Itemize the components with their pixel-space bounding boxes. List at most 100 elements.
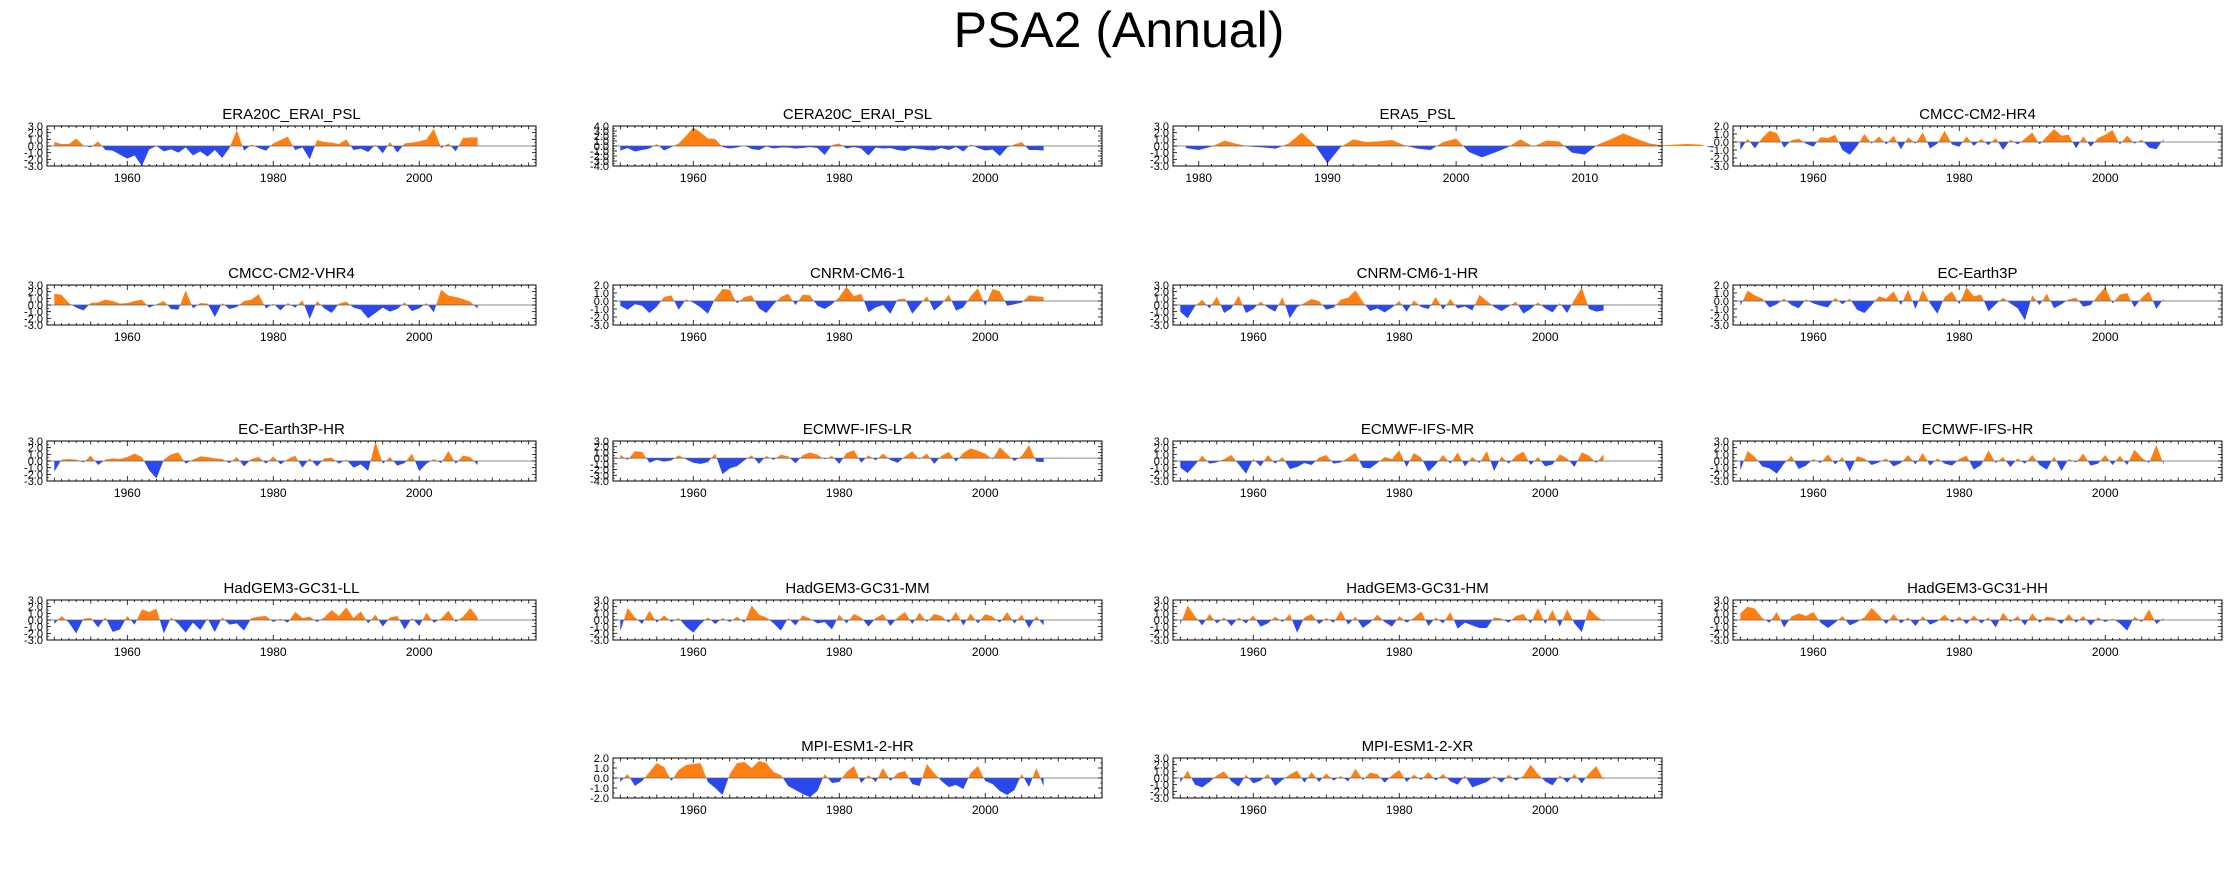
positive-area: [1337, 776, 1344, 778]
y-tick-label: -2.0: [590, 628, 609, 640]
y-tick-label: -2.0: [24, 628, 43, 640]
negative-area: [282, 620, 290, 623]
negative-area: [872, 458, 879, 461]
panel-title: HadGEM3-GC31-HH: [1907, 580, 2048, 597]
y-tick-label: -2.0: [1710, 469, 1729, 481]
negative-area: [1448, 461, 1453, 464]
positive-area: [1322, 773, 1331, 778]
negative-area: [92, 620, 104, 628]
y-tick-label: 0.0: [1714, 456, 1729, 468]
y-tick-label: -1.0: [1710, 463, 1729, 475]
positive-area: [1469, 457, 1478, 461]
positive-area: [1789, 612, 1819, 620]
y-tick-label: -1.0: [1150, 307, 1169, 319]
negative-area: [792, 301, 799, 305]
panel-title: ERA5_PSL: [1380, 106, 1456, 123]
positive-area: [1410, 611, 1426, 620]
negative-area: [2036, 301, 2043, 305]
positive-area: [1249, 615, 1257, 620]
positive-area: [798, 294, 814, 301]
positive-area: [745, 605, 770, 620]
positive-area: [1233, 295, 1243, 305]
positive-area: [423, 303, 429, 305]
negative-area: [413, 620, 423, 626]
positive-area: [2161, 138, 2164, 142]
y-tick-label: 0.0: [594, 296, 609, 308]
negative-area: [2114, 620, 2133, 631]
y-tick-label: -3.0: [1150, 635, 1169, 647]
positive-area: [1183, 770, 1192, 778]
negative-area: [1292, 620, 1304, 633]
positive-area: [1198, 455, 1208, 461]
negative-area: [721, 146, 743, 149]
y-tick-label: 3.0: [1154, 595, 1169, 607]
negative-area: [1794, 461, 1812, 469]
y-tick-label: 3.0: [1714, 436, 1729, 448]
y-tick-label: -1.0: [590, 459, 609, 471]
negative-area: [859, 778, 866, 783]
positive-area: [136, 608, 160, 620]
negative-area: [1191, 778, 1214, 788]
positive-area: [822, 774, 828, 778]
negative-area: [1255, 461, 1265, 467]
positive-area: [1838, 457, 1845, 461]
y-tick-label: 2.0: [594, 753, 609, 765]
positive-area: [1811, 459, 1817, 461]
positive-area: [1881, 458, 1889, 461]
negative-area: [2021, 461, 2028, 464]
y-tick-label: 3.0: [28, 280, 43, 292]
y-tick-label: -3.0: [24, 476, 43, 488]
positive-area: [874, 614, 887, 620]
positive-area: [2161, 298, 2164, 301]
negative-area: [1910, 620, 1920, 626]
positive-area: [1018, 445, 1035, 459]
negative-area: [620, 301, 662, 313]
x-tick-label: 1980: [260, 330, 287, 344]
y-tick-label: 0.0: [1154, 300, 1169, 312]
negative-area: [1024, 620, 1034, 628]
positive-area: [1196, 299, 1207, 305]
negative-area: [1740, 142, 1746, 150]
negative-area: [450, 146, 459, 152]
negative-area: [1407, 146, 1437, 150]
x-tick-label: 1980: [260, 486, 287, 500]
positive-area: [1335, 610, 1346, 620]
positive-area: [88, 299, 147, 305]
positive-area: [1786, 455, 1795, 461]
negative-area: [1011, 458, 1019, 461]
x-tick-label: 1960: [114, 171, 141, 185]
positive-area: [1918, 289, 1929, 301]
positive-area: [842, 766, 859, 778]
y-tick-label: -2.0: [1150, 313, 1169, 325]
positive-area: [1271, 616, 1280, 620]
positive-area: [285, 455, 299, 461]
negative-area: [2087, 461, 2101, 466]
positive-area: [644, 763, 670, 778]
positive-area: [1278, 297, 1286, 305]
x-tick-label: 1960: [1240, 645, 1267, 659]
negative-area: [1012, 620, 1018, 624]
negative-area: [1816, 461, 1823, 463]
positive-area: [2094, 130, 2119, 142]
negative-area: [1330, 778, 1338, 781]
negative-area: [1898, 620, 1905, 624]
positive-area: [865, 775, 872, 778]
positive-area: [921, 453, 931, 459]
chart-svg: CERA20C_ERAI_PSL 1960 1980 2000 4.03.02.01.0…: [590, 106, 1103, 185]
y-tick-label: -1.0: [24, 307, 43, 319]
positive-area: [2114, 293, 2132, 301]
positive-area: [902, 451, 919, 459]
negative-area: [983, 301, 988, 306]
negative-area: [437, 461, 443, 463]
positive-area: [950, 612, 961, 620]
positive-area: [436, 289, 474, 305]
positive-area: [739, 295, 755, 301]
negative-area: [173, 620, 207, 633]
positive-area: [285, 303, 291, 305]
negative-area: [770, 458, 776, 460]
positive-area: [1282, 132, 1316, 146]
positive-area: [1998, 457, 2006, 461]
panel-title: MPI-ESM1-2-XR: [1362, 738, 1474, 755]
positive-area: [401, 302, 407, 305]
positive-area: [1446, 299, 1456, 305]
